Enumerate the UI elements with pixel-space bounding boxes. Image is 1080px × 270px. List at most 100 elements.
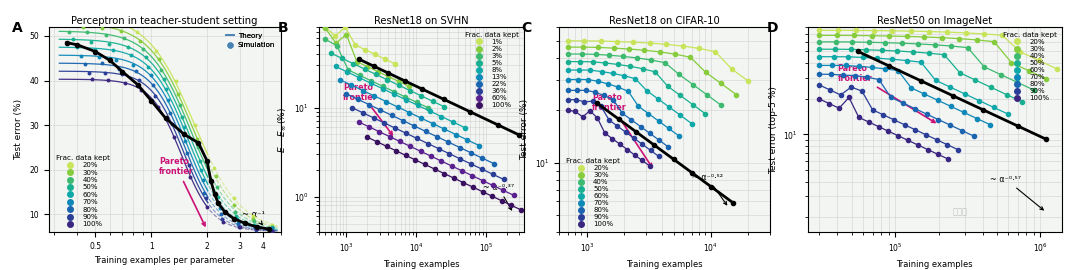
Point [264, 228, 281, 233]
Point [86, 49, 104, 54]
Point [65, 37, 82, 42]
Point [365, 64, 382, 69]
Point [230, 225, 247, 229]
Point [60, 30, 78, 34]
Point [133, 88, 150, 92]
Point [197, 196, 214, 200]
Point [130, 78, 147, 82]
Point [90, 15, 107, 20]
Point [75, 24, 92, 29]
Point [216, 210, 233, 214]
Point [186, 122, 203, 127]
Point [175, 132, 192, 136]
Point [198, 205, 215, 209]
Point [207, 174, 225, 178]
Point [79, 30, 96, 34]
Point [107, 58, 124, 62]
Point [665, 157, 683, 161]
Point [129, 30, 146, 34]
Title: ResNet50 on ImageNet: ResNet50 on ImageNet [877, 16, 993, 26]
Point [97, 33, 114, 38]
Point [245, 217, 262, 221]
Point [173, 114, 190, 119]
Point [245, 219, 262, 224]
Point [849, 49, 866, 53]
Point [102, 58, 119, 63]
Point [90, 54, 107, 59]
Point [180, 163, 198, 167]
Point [158, 87, 175, 92]
Point [51, 13, 68, 17]
Point [109, 19, 126, 23]
Point [215, 220, 232, 224]
Point [100, 42, 118, 46]
Point [117, 81, 134, 85]
Text: Pareto
frontier: Pareto frontier [592, 93, 652, 167]
Point [228, 214, 245, 218]
Point [1038, 137, 1055, 141]
Y-axis label: Test error (%): Test error (%) [521, 99, 529, 160]
Point [683, 170, 700, 175]
Point [231, 225, 248, 229]
Point [190, 141, 207, 145]
Point [462, 110, 480, 114]
Point [143, 99, 160, 103]
Point [245, 223, 262, 227]
Text: Pareto
frontier: Pareto frontier [159, 157, 205, 226]
Point [96, 71, 113, 75]
Point [122, 53, 139, 58]
Legend: 20%, 30%, 40%, 50%, 60%, 70%, 80%, 90%, 100%: 20%, 30%, 40%, 50%, 60%, 70%, 80%, 90%, … [565, 157, 622, 229]
Point [134, 47, 151, 52]
Point [380, 71, 397, 75]
Point [175, 125, 192, 130]
Point [944, 94, 961, 98]
Point [246, 225, 264, 229]
Point [167, 79, 185, 83]
Text: 量子位: 量子位 [953, 207, 968, 216]
X-axis label: Training examples: Training examples [383, 260, 459, 269]
Point [205, 166, 222, 170]
Point [69, 45, 86, 49]
Title: ResNet18 on CIFAR-10: ResNet18 on CIFAR-10 [609, 16, 720, 26]
Point [237, 221, 254, 225]
Point [646, 143, 663, 147]
Point [264, 225, 281, 229]
Point [110, 67, 127, 72]
Point [396, 79, 414, 83]
Point [150, 57, 167, 62]
Point [83, 77, 100, 82]
Point [226, 203, 243, 207]
Point [199, 159, 216, 163]
Point [177, 139, 194, 143]
Point [880, 63, 897, 68]
Point [158, 116, 175, 121]
Point [211, 201, 228, 205]
Point [181, 174, 199, 179]
Point [94, 26, 111, 30]
Point [124, 63, 141, 67]
Point [264, 226, 281, 230]
Point [206, 192, 224, 197]
Point [264, 222, 281, 227]
Point [188, 137, 205, 141]
Point [264, 226, 281, 230]
Point [260, 227, 278, 231]
Point [208, 185, 226, 189]
Point [116, 36, 133, 40]
Point [132, 39, 149, 43]
Point [511, 133, 528, 137]
Text: D: D [767, 21, 779, 35]
Text: ~ α⁻⁰⋅⁵²: ~ α⁻⁰⋅⁵² [691, 173, 727, 205]
Point [143, 73, 160, 77]
Point [247, 226, 265, 230]
Point [113, 69, 131, 74]
Point [69, 43, 86, 47]
Point [137, 55, 154, 59]
Point [246, 225, 264, 229]
Point [113, 72, 131, 76]
Point [127, 69, 145, 73]
Legend: 20%, 30%, 40%, 50%, 60%, 70%, 80%, 90%, 100%: 20%, 30%, 40%, 50%, 60%, 70%, 80%, 90%, … [54, 153, 111, 229]
Point [974, 107, 991, 112]
Point [191, 158, 208, 163]
Point [162, 111, 179, 115]
